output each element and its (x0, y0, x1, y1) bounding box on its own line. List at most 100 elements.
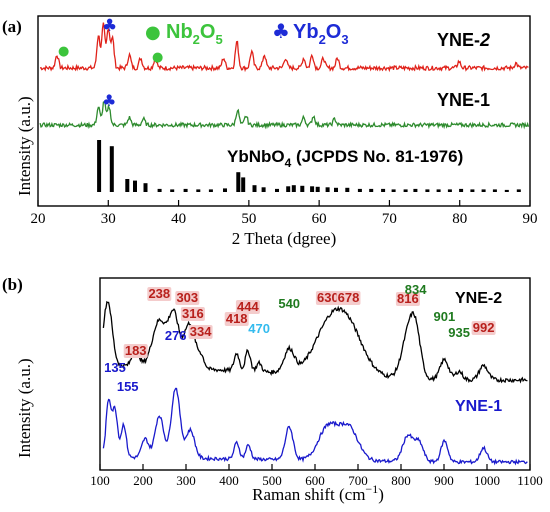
b-tick-label-600: 600 (305, 473, 325, 488)
ref-bar (275, 188, 279, 192)
peak-label-bg (224, 312, 249, 326)
ref-bar (310, 186, 315, 192)
peak-label-bg (235, 300, 260, 314)
ref-bar (369, 188, 374, 192)
peak-label-334: 334 (190, 324, 212, 339)
label-yne1-raman: YNE-1 (455, 398, 502, 415)
nb-marker-yne2-right: ● (152, 50, 163, 65)
ref-bar (261, 187, 266, 192)
ref-bar (425, 189, 430, 192)
ref-bar (133, 180, 137, 192)
xrd-line-yne2 (39, 22, 529, 73)
peak-label-630: 630 (317, 290, 339, 305)
peak-label-444: 444 (237, 299, 259, 314)
ref-bar (183, 188, 188, 192)
ref-bar (357, 188, 362, 192)
ref-bar (223, 188, 227, 192)
peak-label-901: 901 (434, 309, 456, 324)
ref-bar (252, 185, 257, 192)
panel-a-x-ticks: 20 30 40 50 60 70 80 90 (31, 200, 538, 227)
panel-a-series (39, 22, 530, 130)
panel-a: 20 30 40 50 60 70 80 90 (a) ● Nb2O5 ♣ Yb2O3 YNE… (2, 15, 538, 248)
b-tick-label-500: 500 (262, 473, 282, 488)
ref-bar (109, 146, 114, 192)
panel-b-x-ticks: 100 200 300 400 500 600 700 800 900 1000 1100 (90, 464, 543, 488)
peak-label-183: 183 (125, 343, 147, 358)
ref-bar (459, 188, 464, 192)
ref-bar (436, 189, 441, 192)
peak-label-303: 303 (176, 290, 198, 305)
ref-bar (481, 189, 486, 192)
peak-label-992: 992 (473, 320, 495, 335)
panel-a-xlabel: 2 Theta (dgree) (232, 229, 336, 248)
a-tick-label-20: 20 (31, 211, 46, 227)
panel-b-label: (b) (2, 275, 23, 294)
peak-label-834: 834 (405, 282, 427, 297)
legend-yb2o3: Yb2O3 (293, 21, 349, 47)
ref-bar (413, 188, 418, 192)
xrd-line-yne1 (39, 100, 530, 130)
peak-label-bg (180, 307, 205, 321)
peak-label-540: 540 (278, 296, 300, 311)
ref-bar (381, 188, 386, 192)
label-yne1-xrd: YNE-1 (437, 90, 490, 110)
ref-bar (345, 187, 350, 192)
peak-label-bg (188, 325, 213, 339)
peak-label-470: 470 (248, 321, 270, 336)
b-tick-label-1000: 1000 (474, 473, 500, 488)
ref-bar (492, 189, 497, 192)
b-tick-label-700: 700 (348, 473, 368, 488)
peak-label-238: 238 (148, 286, 170, 301)
a-tick-label-70: 70 (382, 211, 397, 227)
b-tick-label-300: 300 (176, 473, 196, 488)
a-tick-label-30: 30 (101, 211, 116, 227)
yb-marker-yne1: ♣ (102, 91, 116, 110)
legend-yb-marker: ♣ (272, 19, 290, 43)
label-yne2-raman: YNE-2 (455, 290, 502, 307)
peak-label-678: 678 (338, 290, 360, 305)
ref-bar (325, 187, 330, 192)
a-tick-label-60: 60 (312, 211, 327, 227)
yb-marker-yne2: ♣ (102, 16, 117, 36)
ref-bar (291, 185, 296, 192)
ref-bar (504, 189, 509, 192)
a-tick-label-50: 50 (241, 211, 256, 227)
label-reference: YbNbO4 (JCPDS No. 81-1976) (227, 147, 463, 170)
ref-bar (143, 183, 148, 192)
peak-label-418: 418 (226, 311, 248, 326)
panel-a-frame (37, 15, 531, 207)
ref-bar (196, 189, 201, 192)
panel-b: 100 200 300 400 500 600 700 800 900 1000 1100 183 2… (2, 275, 543, 504)
b-tick-label-1100: 1100 (517, 473, 543, 488)
a-tick-label-90: 90 (523, 211, 538, 227)
ref-bar (516, 189, 521, 192)
ref-bar (334, 187, 338, 192)
ref-bar (125, 179, 130, 192)
ref-bar (403, 189, 408, 192)
peak-label-316: 316 (182, 306, 204, 321)
raman-line-yne1 (102, 387, 528, 466)
ref-bar (170, 189, 175, 192)
label-yne2-xrd: YNE-2 (437, 30, 490, 50)
peak-label-bg (147, 287, 172, 301)
peak-label-bg (123, 344, 148, 358)
peak-label-816: 816 (397, 291, 419, 306)
ref-bar (208, 189, 213, 192)
ref-bar (157, 188, 162, 192)
peak-label-135: 135 (104, 360, 126, 375)
b-tick-label-400: 400 (219, 473, 239, 488)
panel-a-ylabel: Intensity (a.u.) (15, 96, 34, 196)
peak-label-bg (395, 292, 420, 306)
ref-bar (470, 189, 475, 192)
ref-bar (286, 186, 291, 192)
a-tick-label-80: 80 (452, 211, 467, 227)
b-tick-label-200: 200 (133, 473, 153, 488)
b-tick-label-100: 100 (90, 473, 110, 488)
peak-label-276: 276 (165, 328, 187, 343)
ref-bar (315, 186, 320, 192)
a-tick-label-40: 40 (171, 211, 186, 227)
raman-line-yne2 (102, 300, 528, 384)
legend-nb2o5: Nb2O5 (166, 21, 223, 47)
ref-bar (391, 189, 396, 192)
